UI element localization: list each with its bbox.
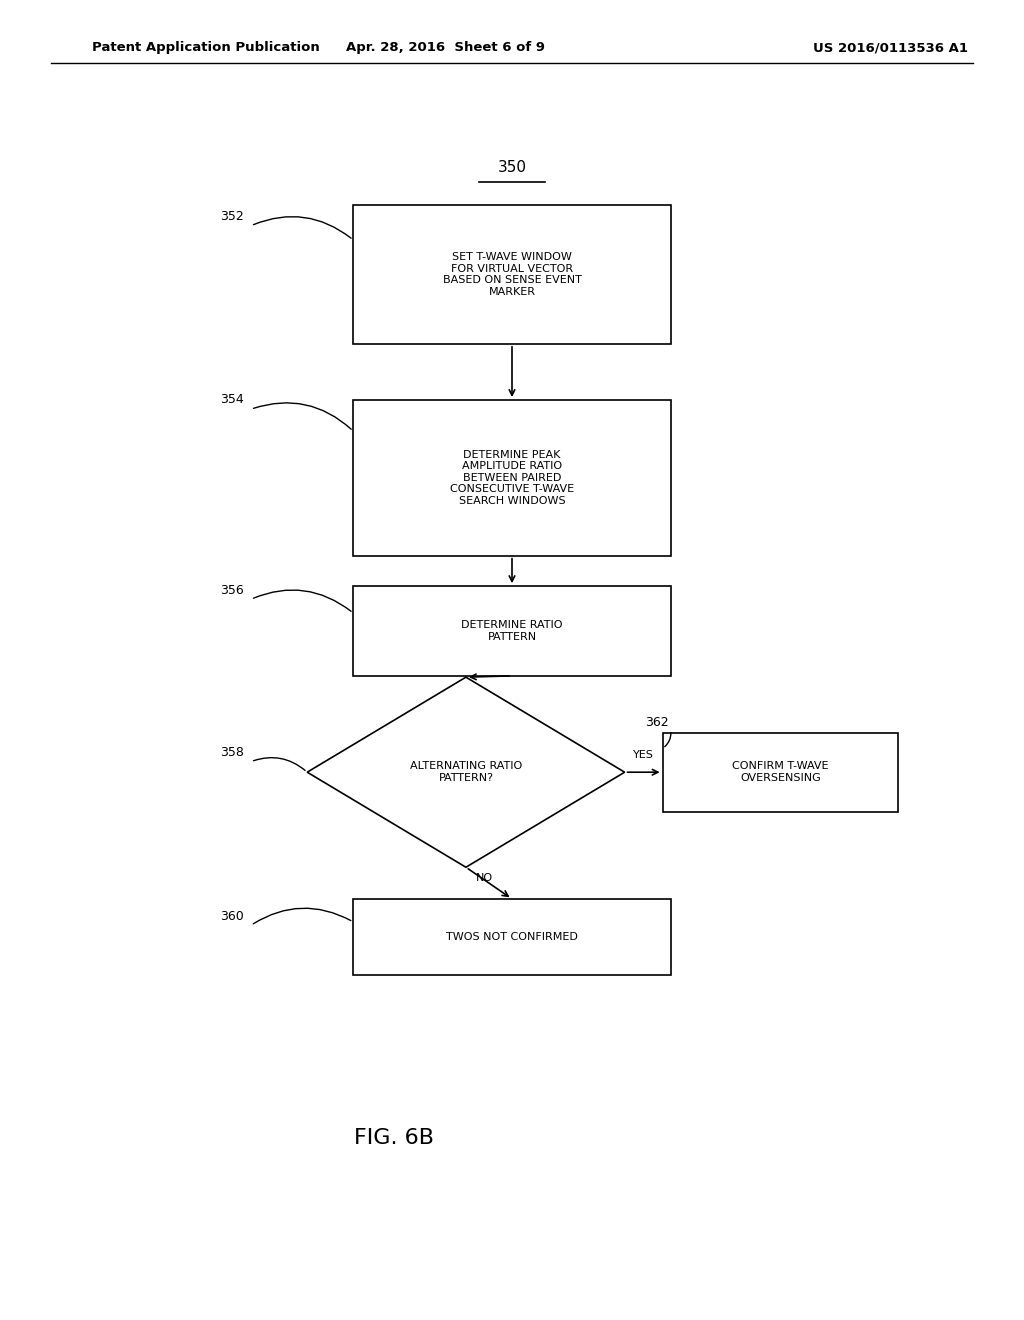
FancyBboxPatch shape — [663, 733, 898, 812]
Text: TWOS NOT CONFIRMED: TWOS NOT CONFIRMED — [446, 932, 578, 942]
Text: Apr. 28, 2016  Sheet 6 of 9: Apr. 28, 2016 Sheet 6 of 9 — [346, 41, 545, 54]
Text: US 2016/0113536 A1: US 2016/0113536 A1 — [813, 41, 969, 54]
Text: CONFIRM T-WAVE
OVERSENSING: CONFIRM T-WAVE OVERSENSING — [732, 762, 828, 783]
Text: 360: 360 — [220, 909, 244, 923]
Text: DETERMINE RATIO
PATTERN: DETERMINE RATIO PATTERN — [461, 620, 563, 642]
FancyBboxPatch shape — [353, 400, 671, 556]
Text: 358: 358 — [220, 746, 244, 759]
Text: 362: 362 — [645, 715, 669, 729]
Text: SET T-WAVE WINDOW
FOR VIRTUAL VECTOR
BASED ON SENSE EVENT
MARKER: SET T-WAVE WINDOW FOR VIRTUAL VECTOR BAS… — [442, 252, 582, 297]
FancyBboxPatch shape — [353, 899, 671, 975]
Text: 352: 352 — [220, 210, 244, 223]
Text: ALTERNATING RATIO
PATTERN?: ALTERNATING RATIO PATTERN? — [410, 762, 522, 783]
FancyBboxPatch shape — [353, 586, 671, 676]
Text: 354: 354 — [220, 393, 244, 407]
Text: FIG. 6B: FIG. 6B — [354, 1127, 434, 1148]
Polygon shape — [307, 677, 625, 867]
Text: YES: YES — [633, 750, 653, 760]
Text: NO: NO — [476, 873, 494, 883]
Text: DETERMINE PEAK
AMPLITUDE RATIO
BETWEEN PAIRED
CONSECUTIVE T-WAVE
SEARCH WINDOWS: DETERMINE PEAK AMPLITUDE RATIO BETWEEN P… — [450, 450, 574, 506]
Text: Patent Application Publication: Patent Application Publication — [92, 41, 319, 54]
FancyBboxPatch shape — [353, 205, 671, 343]
Text: 350: 350 — [498, 160, 526, 176]
Text: 356: 356 — [220, 583, 244, 597]
